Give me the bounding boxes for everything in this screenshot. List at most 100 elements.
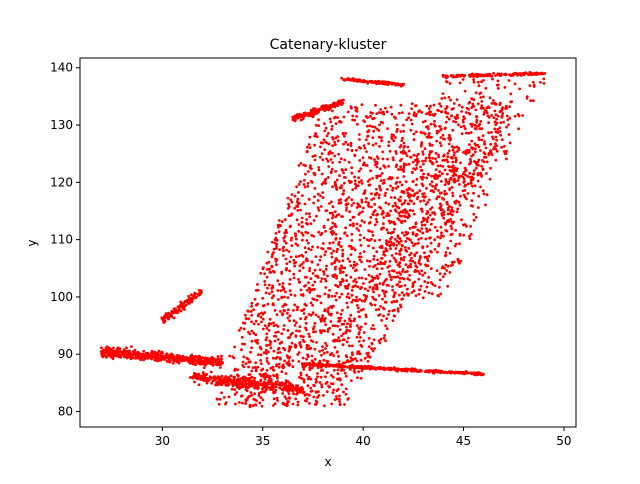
data-point bbox=[412, 138, 416, 142]
data-point bbox=[163, 354, 167, 358]
data-point bbox=[339, 201, 343, 205]
data-point bbox=[304, 284, 308, 287]
data-point bbox=[477, 158, 481, 162]
data-point bbox=[395, 163, 399, 167]
data-point bbox=[433, 238, 437, 242]
data-point bbox=[484, 155, 488, 159]
data-point bbox=[312, 219, 316, 222]
data-point bbox=[432, 217, 435, 221]
data-point bbox=[259, 396, 263, 399]
data-point bbox=[313, 111, 316, 114]
data-point bbox=[447, 95, 451, 99]
data-point bbox=[396, 185, 400, 189]
data-point bbox=[185, 357, 188, 361]
data-point bbox=[438, 285, 441, 289]
data-point bbox=[479, 149, 482, 152]
data-point bbox=[392, 269, 396, 273]
data-point bbox=[410, 241, 414, 245]
data-point bbox=[505, 125, 508, 129]
data-point bbox=[421, 296, 425, 300]
data-point bbox=[396, 205, 399, 209]
data-point bbox=[370, 347, 373, 351]
data-point bbox=[317, 208, 321, 212]
data-point bbox=[343, 319, 347, 323]
data-point bbox=[302, 163, 306, 167]
data-point bbox=[480, 127, 484, 131]
data-point bbox=[319, 375, 323, 379]
data-point bbox=[317, 168, 321, 172]
data-point bbox=[181, 354, 185, 358]
data-point bbox=[400, 183, 404, 187]
data-point bbox=[387, 313, 390, 316]
data-point bbox=[303, 393, 307, 397]
data-point bbox=[247, 310, 250, 313]
data-point bbox=[363, 120, 366, 123]
data-point bbox=[439, 208, 443, 212]
data-point bbox=[368, 80, 371, 83]
data-point bbox=[337, 316, 341, 320]
data-point bbox=[260, 320, 263, 324]
data-point bbox=[254, 368, 258, 371]
data-point bbox=[425, 220, 429, 224]
data-point bbox=[357, 326, 361, 330]
data-point bbox=[463, 89, 467, 93]
data-point bbox=[261, 398, 265, 402]
data-point bbox=[261, 317, 265, 321]
data-point bbox=[119, 355, 123, 359]
data-point bbox=[429, 104, 432, 108]
data-point bbox=[272, 385, 276, 389]
data-point bbox=[339, 100, 343, 103]
data-point bbox=[420, 236, 423, 240]
data-point bbox=[481, 189, 485, 193]
data-point bbox=[327, 363, 330, 367]
data-point bbox=[483, 140, 486, 144]
data-point bbox=[373, 125, 377, 129]
data-point bbox=[492, 137, 495, 141]
data-point bbox=[422, 162, 425, 166]
data-point bbox=[157, 353, 160, 357]
data-point bbox=[316, 294, 320, 298]
data-point bbox=[170, 309, 174, 313]
data-point bbox=[425, 104, 429, 108]
data-point bbox=[476, 80, 480, 84]
data-point bbox=[287, 205, 291, 208]
data-point bbox=[414, 104, 418, 107]
data-point bbox=[341, 338, 345, 342]
data-point bbox=[288, 355, 292, 359]
data-point bbox=[272, 324, 276, 328]
data-point bbox=[331, 144, 334, 148]
data-point bbox=[419, 284, 423, 288]
data-point bbox=[330, 294, 334, 298]
data-point bbox=[308, 135, 312, 139]
data-point bbox=[381, 366, 385, 370]
data-point bbox=[332, 249, 335, 253]
data-point bbox=[388, 244, 392, 248]
data-point bbox=[230, 387, 234, 391]
data-point bbox=[105, 348, 108, 352]
data-point bbox=[252, 322, 256, 326]
data-point bbox=[305, 343, 309, 347]
data-point bbox=[474, 108, 478, 112]
data-point bbox=[397, 240, 400, 244]
data-point bbox=[376, 212, 379, 216]
data-point bbox=[375, 174, 378, 178]
data-point bbox=[499, 133, 502, 137]
data-point bbox=[369, 216, 373, 219]
data-point bbox=[350, 204, 354, 207]
data-point bbox=[319, 369, 323, 372]
data-point bbox=[316, 199, 320, 202]
data-point bbox=[311, 272, 315, 275]
data-point bbox=[531, 80, 535, 84]
data-point bbox=[506, 118, 510, 122]
data-point bbox=[373, 239, 377, 243]
data-point bbox=[325, 350, 329, 354]
data-point bbox=[350, 365, 353, 369]
data-point bbox=[433, 112, 437, 116]
data-point bbox=[399, 256, 403, 260]
x-tick-label: 40 bbox=[356, 434, 371, 448]
data-point bbox=[248, 403, 252, 407]
data-point bbox=[335, 274, 338, 278]
data-point bbox=[338, 174, 341, 178]
data-point bbox=[338, 394, 341, 398]
data-point bbox=[415, 113, 418, 116]
